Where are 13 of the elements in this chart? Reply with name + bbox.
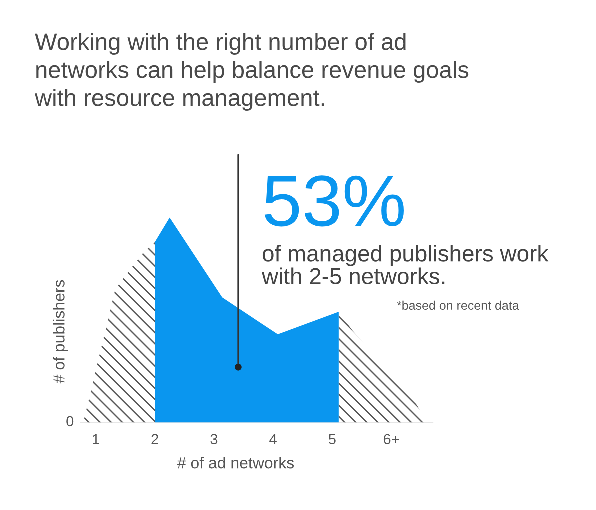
annotation: of managed publishers work with 2-5 networks.	[262, 245, 549, 285]
annotation: 53%	[264, 176, 404, 227]
x-axis-title: # of ad networks	[177, 457, 294, 469]
x-tick-label: 4	[270, 434, 277, 444]
chart-title: Working with the right number of ad networks can help balance revenue goals with resource management.	[34, 33, 469, 112]
x-tick-label: 5	[328, 434, 336, 445]
x-tick-label: 3	[210, 434, 218, 445]
x-tick-label: 2	[152, 434, 158, 444]
text: 0	[66, 416, 74, 427]
x-tick-label: 1	[93, 434, 100, 444]
annotation: *based on recent data	[397, 300, 520, 310]
x-tick-label: 6+	[384, 434, 400, 445]
y-axis-title: # of publishers	[53, 280, 68, 384]
